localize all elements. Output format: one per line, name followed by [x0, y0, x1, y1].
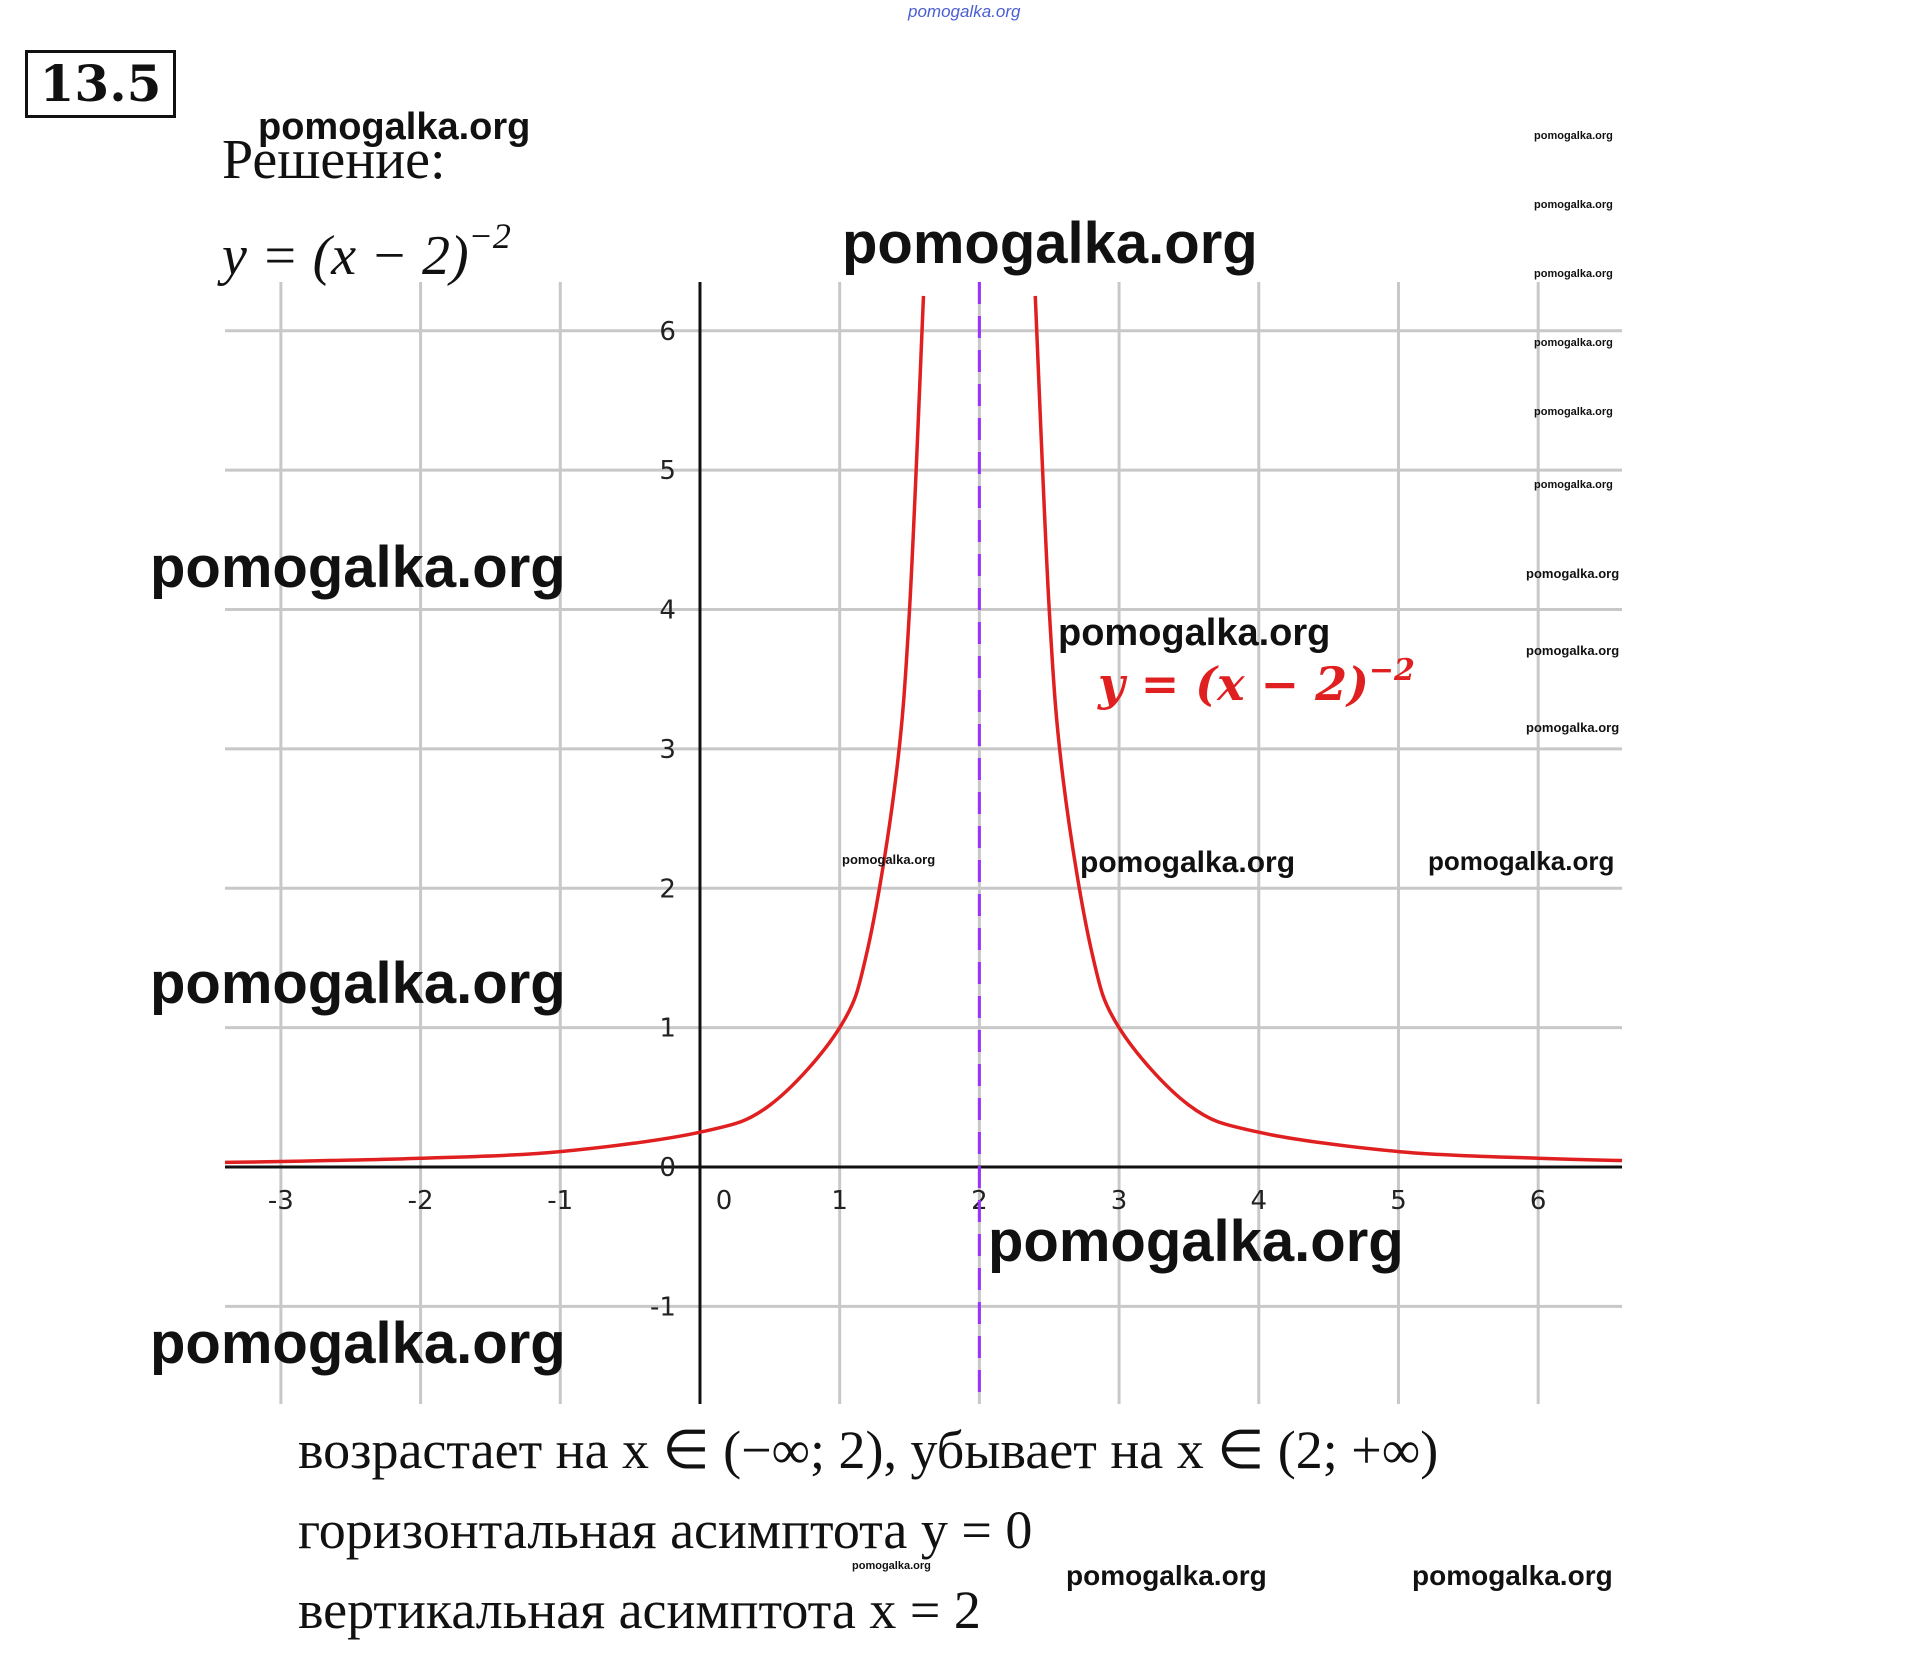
watermark: pomogalka.org: [1058, 612, 1331, 654]
y-tick-label: 6: [659, 317, 676, 347]
y-tick-label: 1: [659, 1014, 676, 1044]
x-tick-label: 1: [831, 1186, 848, 1216]
watermark: pomogalka.org: [150, 535, 566, 600]
watermark: pomogalka.org: [1428, 846, 1615, 876]
watermark: pomogalka.org: [150, 951, 566, 1016]
watermark: pomogalka.org: [258, 106, 531, 148]
watermark: pomogalka.org: [1080, 846, 1296, 879]
watermark: pomogalka.org: [1534, 479, 1613, 491]
formula-base: y = (x − 2): [222, 225, 469, 287]
watermark: pomogalka.org: [842, 852, 936, 867]
x-tick-label: -3: [268, 1186, 294, 1216]
top-watermark: pomogalka.org: [908, 2, 1021, 21]
curve-left-branch: [224, 295, 926, 1165]
y-tick-label: 0: [659, 1153, 676, 1183]
horizontal-asymptote-text: горизонтальная асимптота y = 0: [298, 1500, 1033, 1560]
watermark: pomogalka.org: [1066, 1560, 1267, 1591]
watermark: pomogalka.org: [1534, 406, 1613, 418]
watermark: pomogalka.org: [988, 1209, 1404, 1274]
x-tick-label: 0: [716, 1186, 733, 1216]
function-formula: y = (x − 2)−2: [222, 204, 511, 288]
axes: [225, 282, 1622, 1404]
grid: [225, 282, 1622, 1404]
x-tick-label: 4: [1251, 1186, 1268, 1216]
watermark: pomogalka.org: [1534, 337, 1613, 349]
formula-exponent: −2: [468, 216, 511, 256]
solution-label: Решение:: [222, 129, 446, 191]
x-tick-label: 5: [1390, 1186, 1407, 1216]
watermark: pomogalka.org: [1534, 268, 1613, 280]
monotonicity-text: возрастает на x ∈ (−∞; 2), убывает на x …: [298, 1420, 1439, 1480]
watermark: pomogalka.org: [1526, 720, 1620, 735]
watermark: pomogalka.org: [842, 211, 1258, 276]
x-tick-label: 3: [1111, 1186, 1128, 1216]
y-tick-label: 5: [659, 456, 676, 486]
y-tick-label: 4: [659, 596, 676, 626]
watermark: pomogalka.org: [1526, 643, 1620, 658]
curve-label: y = (x − 2)−2: [1097, 653, 1415, 711]
watermark: pomogalka.org: [1534, 199, 1613, 211]
y-tick-label: -1: [650, 1292, 676, 1322]
watermark: pomogalka.org: [1526, 566, 1620, 581]
watermark: pomogalka.org: [852, 1560, 931, 1572]
watermark: pomogalka.org: [150, 1311, 566, 1376]
y-tick-label: 3: [659, 735, 676, 765]
problem-number-badge: 13.5: [25, 50, 176, 118]
x-tick-label: -1: [547, 1186, 573, 1216]
watermark: pomogalka.org: [1412, 1560, 1613, 1591]
x-tick-label: -2: [408, 1186, 434, 1216]
y-tick-label: 2: [659, 874, 676, 904]
curve: [224, 295, 1623, 1165]
watermark: pomogalka.org: [1534, 130, 1613, 142]
x-tick-label: 6: [1530, 1186, 1547, 1216]
vertical-asymptote-text: вертикальная асимптота x = 2: [298, 1580, 981, 1640]
